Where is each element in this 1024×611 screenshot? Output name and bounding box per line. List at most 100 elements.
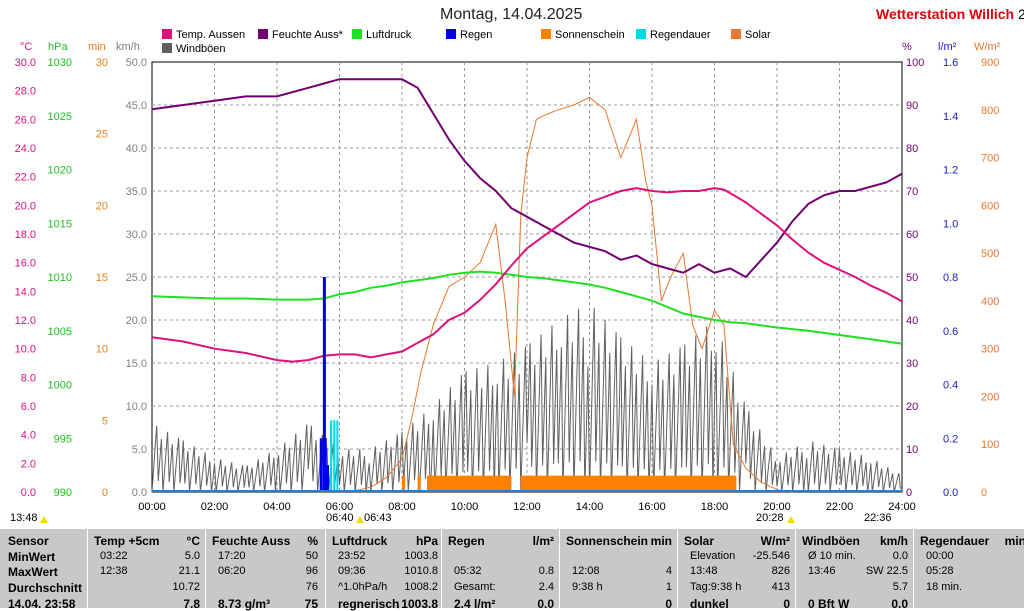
- legend-swatch: [731, 29, 741, 39]
- axis-tick-temp: 20.0: [15, 200, 36, 212]
- table-col-head: Windböen: [802, 534, 860, 548]
- sunshine-bar: [520, 475, 737, 492]
- x-tick: 20:00: [763, 501, 791, 513]
- axis-unit-pressure: hPa: [48, 41, 68, 53]
- table-col-unit: hPa: [415, 534, 438, 548]
- table-col-separator: [913, 529, 914, 608]
- axis-tick-rain: 0.6: [943, 326, 958, 338]
- series-feuchteauss: [151, 78, 903, 279]
- axis-tick-temp: 12.0: [15, 315, 36, 327]
- chart-title: Montag, 14.04.2025: [440, 6, 583, 23]
- axis-unit-solar: W/m²: [974, 41, 1001, 53]
- regendauer-bar: [336, 420, 339, 492]
- station-name[interactable]: Wetterstation Willich 2: [876, 6, 1024, 22]
- axis-tick-temp: 2.0: [21, 458, 36, 470]
- axis-tick-temp: 26.0: [15, 114, 36, 126]
- axis-tick-wind: 20.0: [126, 315, 147, 327]
- marker-moon: 22:36: [864, 512, 892, 524]
- sunshine-bar: [402, 475, 406, 492]
- table-cell-value: 0: [665, 597, 672, 611]
- table-cell-value: 1008.2: [404, 581, 438, 593]
- table-row-label: Sensor: [8, 534, 49, 548]
- table-cell-time: 13:46: [808, 565, 836, 577]
- table-cell-time: 13:48: [690, 565, 718, 577]
- table-cell-time: Gesamt:: [454, 581, 496, 593]
- axis-tick-temp: 10.0: [15, 344, 36, 356]
- stats-table: Sensor MinWert MaxWert Durchschnitt 14.04. 2…: [0, 529, 1024, 611]
- axis-tick-rain: 1.0: [943, 218, 958, 230]
- series-tempaussen: [151, 187, 903, 363]
- axis-tick-sun_min: 25: [96, 129, 108, 141]
- table-cell-time: 17:20: [218, 550, 246, 562]
- table-col-separator: [325, 529, 326, 608]
- rain-bar: [322, 277, 326, 492]
- axis-tick-solar: 0: [981, 487, 987, 499]
- table-row-label: MaxWert: [8, 565, 58, 579]
- axis-tick-temp: 14.0: [15, 286, 36, 298]
- legend-label: Windböen: [176, 43, 226, 55]
- axis-tick-temp: 30.0: [15, 57, 36, 69]
- table-cell-value: 1: [665, 581, 672, 593]
- marker-current: 13:48: [10, 512, 38, 524]
- axis-tick-pressure: 1015: [48, 218, 72, 230]
- x-tick: 00:00: [138, 501, 166, 513]
- sunshine-bar: [527, 475, 534, 492]
- axis-tick-humidity: 0: [906, 487, 912, 499]
- table-cell-value: 10.72: [172, 581, 200, 593]
- axis-tick-humidity: 100: [906, 57, 924, 69]
- regendauer-bar: [330, 420, 333, 492]
- axis-tick-solar: 500: [981, 248, 999, 260]
- x-tick: 06:00: [326, 501, 354, 513]
- sun-marker-icon: [40, 516, 48, 523]
- table-cell-time: 03:22: [100, 550, 128, 562]
- legend-swatch: [636, 29, 646, 39]
- series-luftdruck: [151, 270, 903, 345]
- axis-tick-rain: 0.4: [943, 380, 958, 392]
- table-cell-value: 1010.8: [404, 565, 438, 577]
- axis-tick-rain: 0.8: [943, 272, 958, 284]
- axis-tick-pressure: 1005: [48, 326, 72, 338]
- legend-swatch: [258, 29, 268, 39]
- axis-tick-temp: 18.0: [15, 229, 36, 241]
- table-cell-time: 06:20: [218, 565, 246, 577]
- axis-tick-humidity: 10: [906, 444, 918, 456]
- axis-tick-pressure: 1025: [48, 111, 72, 123]
- table-col-unit: km/h: [879, 534, 908, 548]
- axis-unit-temp: °C: [20, 41, 32, 53]
- axis-tick-wind: 10.0: [126, 401, 147, 413]
- series-solar: [354, 96, 793, 493]
- table-cell-value: 0.0: [892, 550, 908, 562]
- axis-tick-humidity: 40: [906, 315, 918, 327]
- axis-tick-temp: 24.0: [15, 143, 36, 155]
- axis-tick-wind: 15.0: [126, 358, 147, 370]
- axis-tick-solar: 200: [981, 391, 999, 403]
- axis-tick-pressure: 1020: [48, 165, 72, 177]
- sunshine-bar: [714, 475, 718, 492]
- table-col-separator: [87, 529, 88, 608]
- axis-tick-rain: 1.4: [943, 111, 958, 123]
- x-tick: 12:00: [513, 501, 541, 513]
- axis-tick-sun_min: 20: [96, 200, 108, 212]
- table-col-separator: [441, 529, 442, 608]
- table-cell-value: 7.8: [183, 597, 200, 611]
- axis-tick-humidity: 70: [906, 186, 918, 198]
- legend-label: Temp. Aussen: [176, 29, 245, 41]
- table-col-unit: min: [1004, 534, 1024, 548]
- table-cell-time: 23:52: [338, 550, 366, 562]
- x-tick: 04:00: [263, 501, 291, 513]
- table-cell-value: 0.0: [537, 597, 554, 611]
- sunshine-bar: [417, 475, 421, 492]
- axis-tick-sun_min: 0: [102, 487, 108, 499]
- axis-tick-rain: 1.6: [943, 57, 958, 69]
- axis-tick-wind: 35.0: [126, 186, 147, 198]
- x-tick: 16:00: [638, 501, 666, 513]
- x-tick: 24:00: [888, 501, 916, 513]
- axis-tick-pressure: 1000: [48, 380, 72, 392]
- table-col-separator: [677, 529, 678, 608]
- table-cell-time: 09:36: [338, 565, 366, 577]
- table-row-label: MinWert: [8, 550, 56, 564]
- axis-tick-wind: 25.0: [126, 272, 147, 284]
- legend-swatch: [446, 29, 456, 39]
- table-cell-value: 76: [305, 581, 318, 593]
- table-cell-value: 21.1: [178, 565, 200, 577]
